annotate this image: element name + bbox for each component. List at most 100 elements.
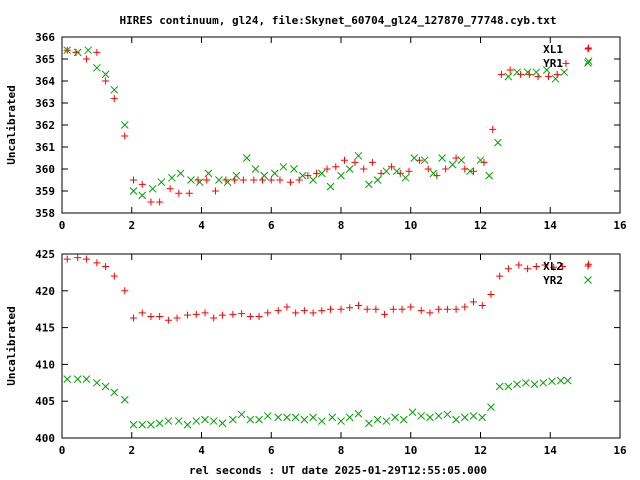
data-point [429, 169, 438, 178]
data-point [174, 417, 183, 425]
data-point [506, 66, 514, 74]
data-point [263, 412, 272, 420]
legend-label: YR2 [543, 274, 563, 287]
data-point [283, 413, 291, 422]
x-tick-label: 16 [613, 219, 627, 232]
data-point [270, 169, 279, 178]
data-point [232, 171, 241, 180]
data-point [300, 307, 308, 315]
data-point [93, 48, 101, 56]
data-point [551, 74, 560, 83]
data-point [476, 156, 485, 165]
data-point [309, 176, 317, 184]
data-point [365, 180, 373, 189]
data-point [101, 70, 110, 79]
data-point [155, 419, 164, 428]
data-point [399, 415, 408, 424]
data-point [417, 307, 425, 315]
data-point [298, 171, 307, 180]
data-point [317, 417, 326, 425]
data-point [192, 417, 201, 425]
data-point [292, 309, 300, 317]
y-tick-label: 363 [35, 97, 55, 110]
x-tick-label: 6 [268, 219, 275, 232]
data-point [391, 413, 399, 422]
data-point [138, 191, 147, 200]
data-point [550, 263, 558, 271]
data-point [317, 169, 326, 178]
data-point [487, 403, 495, 411]
data-point [323, 165, 331, 173]
data-point [102, 263, 110, 271]
data-point [157, 178, 166, 187]
x-tick-label: 8 [338, 219, 345, 232]
data-point [556, 376, 565, 385]
data-point [223, 178, 232, 187]
y-tick-label: 425 [35, 248, 55, 261]
data-point [354, 409, 363, 418]
data-point [410, 154, 419, 162]
data-point [326, 182, 335, 191]
data-point [201, 309, 209, 317]
data-point [328, 413, 337, 422]
data-point [129, 420, 138, 429]
data-point [497, 70, 505, 78]
data-point [238, 310, 246, 318]
data-point [73, 375, 82, 383]
data-point [495, 382, 504, 391]
data-point [267, 176, 275, 184]
data-point [138, 309, 146, 317]
data-point [239, 176, 247, 184]
x-tick-label: 14 [544, 444, 558, 457]
data-point [120, 121, 129, 129]
x-tick-label: 16 [613, 444, 627, 457]
data-point [504, 382, 513, 391]
data-point [524, 265, 532, 273]
data-point [121, 132, 129, 140]
data-point [63, 46, 72, 55]
series-xl1 [63, 44, 593, 206]
data-point [246, 313, 254, 321]
data-point [300, 415, 309, 424]
x-tick-label: 8 [338, 444, 345, 457]
data-point [584, 57, 593, 66]
data-point [435, 305, 443, 313]
data-point [448, 160, 457, 169]
data-point [360, 165, 368, 173]
data-point [489, 125, 497, 133]
chart-title: HIRES continuum, gl24, file:Skynet_60704… [119, 14, 556, 27]
data-point [166, 185, 174, 193]
data-point [485, 171, 494, 180]
y-axis-label: Uncalibrated [5, 85, 18, 164]
data-point [175, 189, 183, 197]
data-point [129, 176, 137, 184]
y-tick-label: 366 [35, 31, 55, 44]
data-point [420, 156, 429, 165]
data-point [365, 419, 373, 428]
data-point [408, 408, 417, 417]
data-point [184, 311, 192, 319]
data-point [382, 167, 391, 176]
y-tick-label: 360 [35, 163, 55, 176]
data-point [274, 413, 283, 422]
data-point [251, 165, 260, 173]
x-tick-label: 12 [474, 444, 487, 457]
data-point [424, 165, 432, 173]
data-point [461, 303, 469, 311]
data-point [138, 180, 146, 188]
y-tick-label: 415 [35, 322, 55, 335]
data-point [129, 187, 138, 195]
data-point [542, 66, 551, 74]
data-point [452, 305, 460, 313]
data-point [148, 184, 157, 193]
data-point [346, 304, 354, 312]
x-tick-label: 0 [59, 444, 66, 457]
data-point [504, 265, 512, 273]
data-point [392, 167, 401, 176]
data-point [93, 378, 101, 387]
data-point [195, 178, 204, 187]
data-point [147, 313, 155, 321]
data-point [295, 176, 303, 184]
x-tick-label: 12 [474, 219, 487, 232]
x-tick-label: 4 [198, 219, 205, 232]
